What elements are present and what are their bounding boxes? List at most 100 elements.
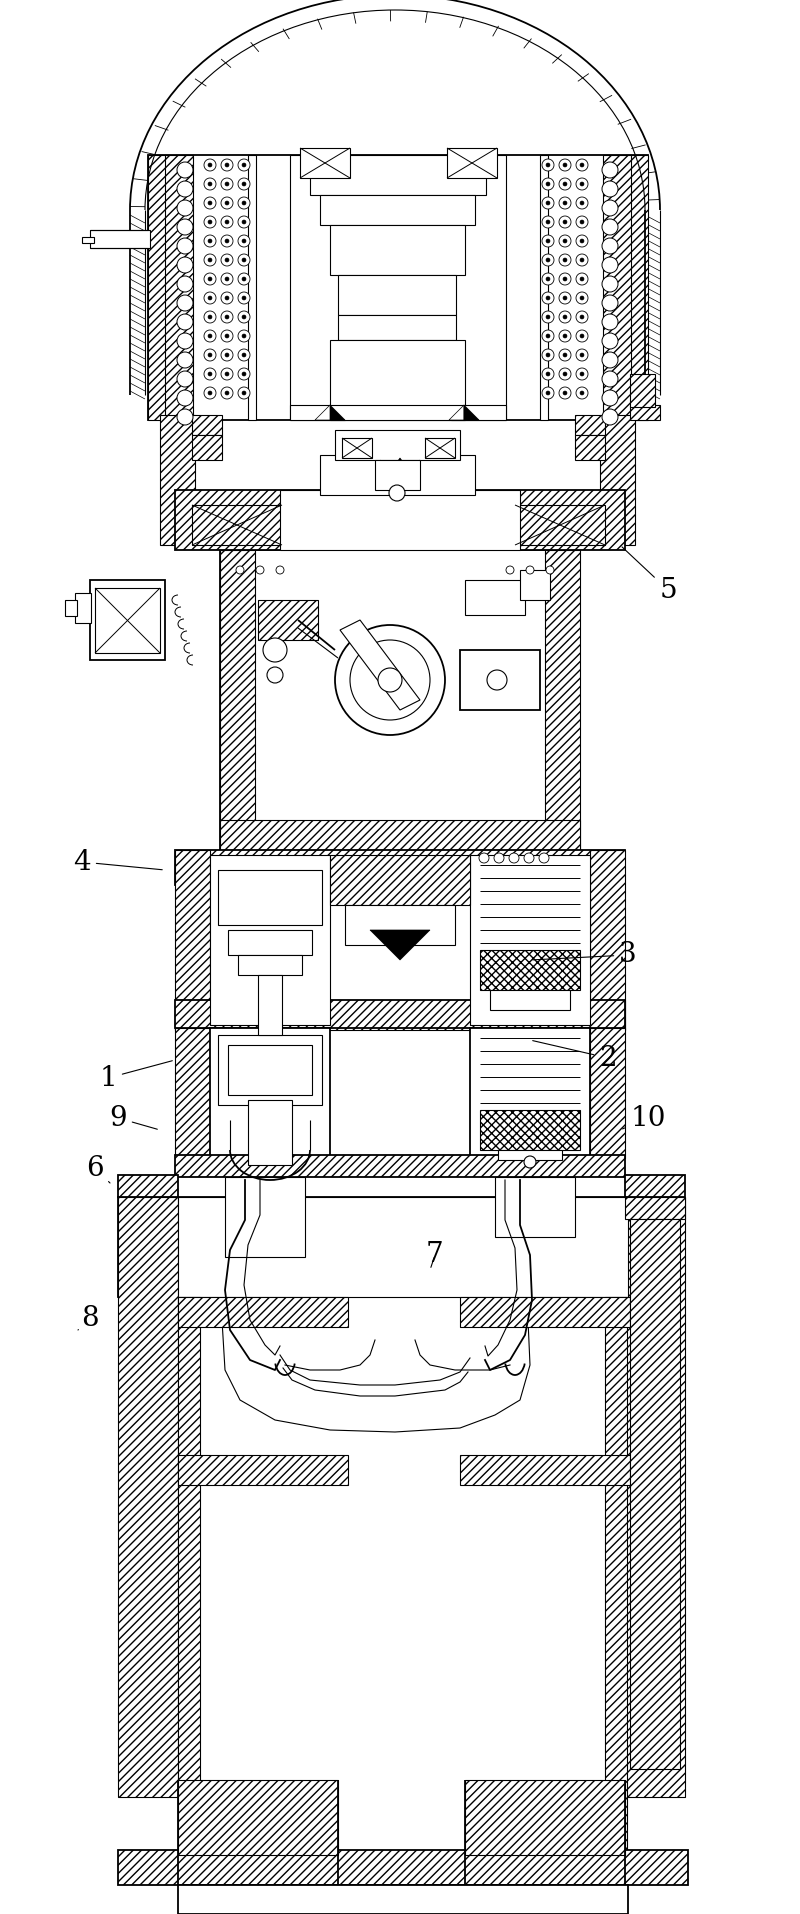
Circle shape: [238, 159, 250, 170]
Circle shape: [542, 255, 554, 266]
Bar: [330, 341, 465, 419]
Bar: [342, 438, 372, 457]
Circle shape: [580, 390, 584, 394]
Circle shape: [580, 316, 584, 320]
Circle shape: [225, 220, 229, 224]
Bar: [545, 549, 580, 850]
Circle shape: [546, 335, 550, 339]
Circle shape: [559, 274, 571, 285]
Bar: [338, 316, 456, 341]
Bar: [480, 1110, 580, 1150]
Circle shape: [576, 197, 588, 209]
Circle shape: [563, 258, 567, 262]
Circle shape: [177, 295, 193, 310]
Bar: [320, 195, 475, 226]
Circle shape: [177, 182, 193, 197]
Bar: [335, 431, 460, 459]
Text: 10: 10: [622, 1104, 666, 1131]
Circle shape: [559, 235, 571, 247]
Circle shape: [225, 201, 229, 205]
Circle shape: [576, 293, 588, 304]
Text: 8: 8: [78, 1305, 99, 1332]
Bar: [575, 434, 605, 459]
Bar: [118, 1851, 688, 1885]
Circle shape: [576, 159, 588, 170]
Bar: [465, 1780, 625, 1855]
Circle shape: [238, 329, 250, 343]
Bar: [178, 1780, 338, 1855]
Circle shape: [580, 278, 584, 281]
Circle shape: [524, 1156, 536, 1168]
Circle shape: [225, 258, 229, 262]
Bar: [118, 1196, 628, 1298]
Circle shape: [204, 255, 216, 266]
Circle shape: [177, 237, 193, 255]
Circle shape: [576, 310, 588, 323]
Circle shape: [546, 278, 550, 281]
Circle shape: [238, 274, 250, 285]
Circle shape: [559, 178, 571, 189]
Circle shape: [208, 352, 212, 358]
Circle shape: [236, 567, 244, 574]
Bar: [625, 1175, 685, 1196]
Circle shape: [242, 390, 246, 394]
Circle shape: [242, 239, 246, 243]
Bar: [258, 974, 282, 1035]
Bar: [625, 1196, 685, 1219]
Circle shape: [559, 216, 571, 228]
Bar: [238, 955, 302, 974]
Circle shape: [225, 335, 229, 339]
Circle shape: [221, 293, 233, 304]
Bar: [175, 999, 625, 1028]
Circle shape: [221, 216, 233, 228]
Bar: [118, 1175, 178, 1196]
Circle shape: [602, 371, 618, 387]
Bar: [480, 949, 580, 990]
Circle shape: [221, 367, 233, 381]
Circle shape: [208, 163, 212, 167]
Circle shape: [225, 163, 229, 167]
Circle shape: [602, 314, 618, 329]
Text: 1: 1: [99, 1060, 172, 1091]
Bar: [175, 1028, 210, 1158]
Bar: [258, 599, 318, 639]
Bar: [447, 147, 497, 178]
Circle shape: [204, 293, 216, 304]
Circle shape: [242, 201, 246, 205]
Bar: [590, 850, 625, 1030]
Circle shape: [563, 278, 567, 281]
Circle shape: [177, 218, 193, 235]
Bar: [248, 1101, 292, 1166]
Circle shape: [208, 220, 212, 224]
Circle shape: [204, 387, 216, 398]
Circle shape: [242, 371, 246, 375]
Bar: [118, 1196, 178, 1797]
Bar: [630, 373, 655, 408]
Circle shape: [542, 235, 554, 247]
Circle shape: [204, 178, 216, 189]
Circle shape: [238, 235, 250, 247]
Bar: [220, 549, 255, 850]
Bar: [310, 155, 486, 195]
Circle shape: [546, 371, 550, 375]
Bar: [460, 651, 540, 710]
Circle shape: [602, 333, 618, 348]
Text: 3: 3: [533, 942, 637, 968]
Bar: [175, 850, 625, 884]
Polygon shape: [330, 406, 345, 419]
Circle shape: [276, 567, 284, 574]
Circle shape: [576, 235, 588, 247]
Circle shape: [542, 310, 554, 323]
Circle shape: [542, 293, 554, 304]
Circle shape: [563, 182, 567, 186]
Circle shape: [559, 367, 571, 381]
Circle shape: [602, 276, 618, 293]
Circle shape: [580, 163, 584, 167]
Bar: [248, 155, 256, 419]
Circle shape: [221, 197, 233, 209]
Circle shape: [221, 159, 233, 170]
Bar: [90, 580, 165, 660]
Circle shape: [602, 218, 618, 235]
Circle shape: [563, 371, 567, 375]
Circle shape: [204, 348, 216, 362]
